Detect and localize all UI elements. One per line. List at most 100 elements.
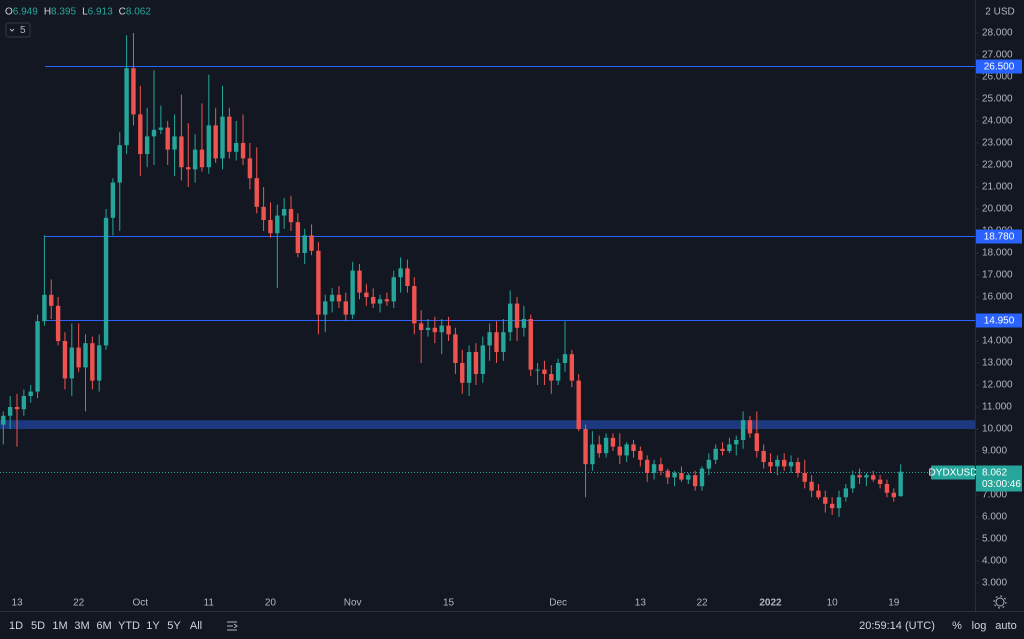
header-value: 6.913 [88, 7, 113, 18]
candle-body [213, 125, 218, 159]
candle-body [460, 363, 465, 383]
candle-body [309, 235, 314, 251]
x-tick-label: Dec [549, 598, 567, 609]
range-button[interactable]: 1Y [146, 620, 160, 632]
range-button[interactable]: 1M [52, 620, 67, 632]
y-tick-label: 5.000 [982, 534, 1007, 545]
candle-body [35, 321, 40, 392]
candle-body [261, 206, 266, 220]
candle-body [727, 444, 732, 451]
x-tick-label: 22 [696, 598, 708, 609]
candle-body [624, 444, 629, 456]
axis-option[interactable]: % [952, 620, 962, 632]
range-button[interactable]: 6M [96, 620, 111, 632]
candle-body [761, 451, 766, 462]
candle-body [131, 68, 136, 115]
candle-body [562, 354, 568, 363]
range-button[interactable]: All [190, 620, 202, 632]
level-label-box [976, 229, 1022, 244]
candle-body [268, 220, 273, 234]
candle-body [638, 451, 643, 460]
candle-body [439, 325, 444, 333]
candle-body [747, 420, 753, 434]
candle-body [247, 158, 253, 179]
candle-body [665, 470, 670, 478]
x-tick-label: 19 [888, 598, 900, 609]
y-tick-label: 18.000 [982, 248, 1013, 259]
x-tick-label: Oct [133, 598, 149, 609]
y-tick-label: 23.000 [982, 138, 1013, 149]
gear-teeth [993, 595, 1007, 609]
candle-body [42, 294, 47, 322]
candle-body [192, 149, 198, 170]
y-tick-label: 26.000 [982, 72, 1013, 83]
countdown: 03:00:46 [982, 479, 1021, 490]
candle-body [165, 127, 170, 150]
candle-body [55, 305, 61, 341]
candle-body [877, 479, 883, 484]
candle-body [501, 332, 506, 352]
candle-body [610, 437, 616, 447]
candle-body [843, 488, 849, 498]
candle-body [1, 415, 6, 425]
candle-body [768, 462, 773, 467]
candle-body [569, 354, 575, 381]
range-button[interactable]: 3M [74, 620, 89, 632]
header-key: H [44, 7, 51, 18]
icon-path [227, 621, 238, 631]
x-tick-label: 22 [73, 598, 85, 609]
candle-body [884, 484, 890, 493]
candle-body [555, 363, 561, 381]
range-button[interactable]: YTD [118, 620, 140, 632]
candle-body [453, 334, 458, 363]
range-button[interactable]: 1D [9, 620, 23, 632]
candle-body [686, 475, 691, 480]
candle-body [90, 343, 95, 381]
candle-body [186, 167, 191, 170]
level-label: 26.500 [984, 62, 1015, 73]
y-tick-label: 11.000 [982, 402, 1012, 413]
candle-body [418, 323, 424, 330]
header-value: 8.062 [126, 7, 151, 18]
candle-body [446, 325, 451, 335]
y-tick-label: 12.000 [982, 380, 1013, 391]
candle-body [836, 497, 842, 509]
axis-option[interactable]: log [972, 620, 987, 632]
candle-body [788, 462, 794, 467]
range-button[interactable]: 5Y [167, 620, 181, 632]
candle-body [802, 473, 807, 482]
candle-body [323, 301, 328, 315]
candle-body [754, 433, 759, 451]
candle-body [336, 294, 342, 302]
range-button[interactable]: 5D [31, 620, 45, 632]
replay-icon[interactable] [227, 621, 238, 631]
candle-body [398, 268, 403, 278]
candle-body [179, 136, 184, 168]
gear [995, 597, 1005, 607]
candle-body [658, 464, 664, 471]
badge-chevron [9, 28, 15, 32]
currency[interactable]: 2 USD [985, 7, 1014, 18]
badge[interactable]: 5 [20, 25, 26, 36]
candle-body [432, 327, 438, 333]
symbol-label: DYDXUSD [929, 468, 978, 479]
candle-body [302, 235, 307, 253]
x-tick-label: Nov [344, 598, 362, 609]
candle-body [672, 473, 677, 478]
candle-body [850, 475, 855, 489]
candle-body [576, 380, 581, 429]
candle-body [508, 303, 513, 333]
candle-body [782, 459, 787, 467]
badge-box[interactable] [5, 22, 31, 38]
y-tick-label: 4.000 [982, 556, 1007, 567]
x-tick-label: 10 [827, 598, 839, 609]
candle-body [535, 369, 540, 371]
header-key: C [119, 7, 126, 18]
candle-body [405, 268, 410, 286]
candle-body [412, 286, 417, 324]
axis-option[interactable]: auto [995, 620, 1016, 632]
candle-body [829, 503, 835, 509]
candle-body [542, 369, 547, 374]
settings-icon[interactable] [993, 595, 1007, 609]
